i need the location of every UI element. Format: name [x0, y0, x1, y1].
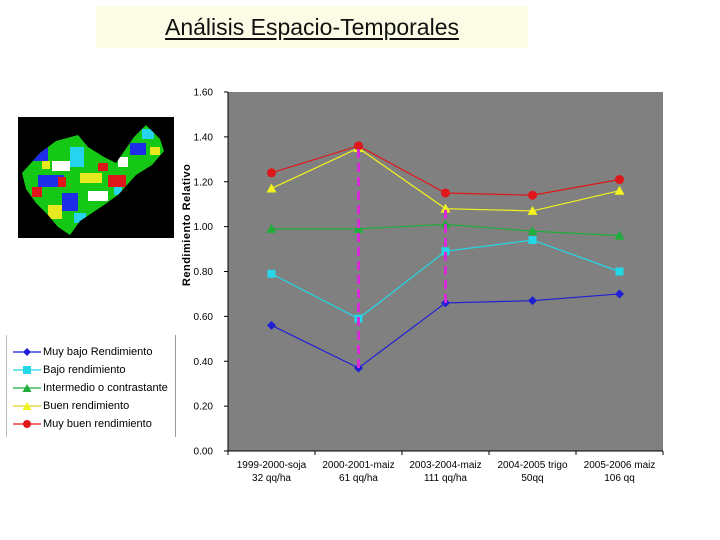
- data-point: [527, 205, 538, 215]
- legend-line-triangle-icon: [13, 402, 41, 410]
- legend-label: Bajo rendimiento: [43, 364, 126, 376]
- data-point: [614, 230, 625, 240]
- x-category-label: 2003-2004-maiz: [409, 460, 481, 471]
- legend-label: Buen rendimiento: [43, 400, 130, 412]
- x-category-label: 2000-2001-maiz: [322, 460, 394, 471]
- data-point: [266, 183, 277, 193]
- x-category-label: 106 qq: [604, 473, 635, 484]
- data-point: [615, 175, 624, 185]
- y-tick-label: 1.40: [194, 132, 214, 143]
- y-tick-label: 1.20: [194, 177, 214, 188]
- yield-map-image: [18, 117, 174, 238]
- data-point: [353, 223, 364, 233]
- y-tick-label: 0.40: [194, 357, 214, 368]
- yield-map-graphic: [18, 117, 174, 238]
- y-tick-label: 0.80: [194, 267, 214, 278]
- y-tick-label: 1.60: [194, 88, 214, 99]
- x-category-label: 2005-2006 maiz: [584, 460, 656, 471]
- legend-line-triangle-icon: [13, 384, 41, 392]
- data-point: [440, 219, 451, 229]
- legend-line-diamond-icon: [13, 348, 41, 356]
- data-point: [441, 188, 450, 198]
- chart-legend: Muy bajo Rendimiento Bajo rendimiento In…: [6, 335, 176, 437]
- legend-item-bajo: Bajo rendimiento: [13, 361, 126, 379]
- y-tick-label: 0.00: [194, 447, 214, 458]
- data-point: [528, 190, 537, 200]
- x-category-label: 50qq: [521, 473, 543, 484]
- legend-item-intermedio: Intermedio o contrastante: [13, 379, 168, 397]
- data-point: [441, 247, 450, 256]
- x-category-label: 111 qq/ha: [424, 473, 467, 484]
- data-point: [354, 141, 363, 151]
- slide-title-box: Análisis Espacio-Temporales: [96, 6, 528, 48]
- x-category-label: 1999-2000-soja: [237, 460, 307, 471]
- data-point: [615, 289, 624, 299]
- chart-marks: [266, 141, 625, 373]
- legend-label: Muy buen rendimiento: [43, 418, 152, 430]
- legend-label: Intermedio o contrastante: [43, 382, 168, 394]
- data-point: [528, 296, 537, 306]
- y-tick-label: 0.60: [194, 312, 214, 323]
- legend-item-muy-buen: Muy buen rendimiento: [13, 415, 152, 433]
- axes: 0.00 0.20 0.40 0.60 0.80 1.00 1.20 1.40 1.60 1999…: [194, 88, 664, 484]
- data-point: [267, 168, 276, 178]
- legend-label: Muy bajo Rendimiento: [43, 346, 153, 358]
- legend-line-square-icon: [13, 366, 41, 374]
- y-axis-label: Rendimiento Relativo: [181, 164, 193, 286]
- legend-item-muy-bajo: Muy bajo Rendimiento: [13, 343, 152, 361]
- data-point: [527, 226, 538, 236]
- x-category-label: 61 qq/ha: [339, 473, 378, 484]
- data-point: [440, 203, 451, 213]
- data-point: [614, 185, 625, 195]
- slide-title: Análisis Espacio-Temporales: [164, 13, 459, 40]
- legend-item-buen: Buen rendimiento: [13, 397, 129, 415]
- data-point: [266, 223, 277, 233]
- line-chart: 0.00 0.20 0.40 0.60 0.80 1.00 1.20 1.40 1.60 1999…: [181, 88, 664, 484]
- y-tick-label: 0.20: [194, 402, 214, 413]
- data-point: [267, 320, 276, 330]
- data-point: [267, 269, 276, 278]
- legend-line-circle-icon: [13, 420, 41, 428]
- x-category-label: 32 qq/ha: [252, 473, 291, 484]
- x-category-label: 2004-2005 trigo: [497, 460, 567, 471]
- data-point: [615, 267, 624, 276]
- y-tick-label: 1.00: [194, 222, 214, 233]
- data-point: [528, 236, 537, 245]
